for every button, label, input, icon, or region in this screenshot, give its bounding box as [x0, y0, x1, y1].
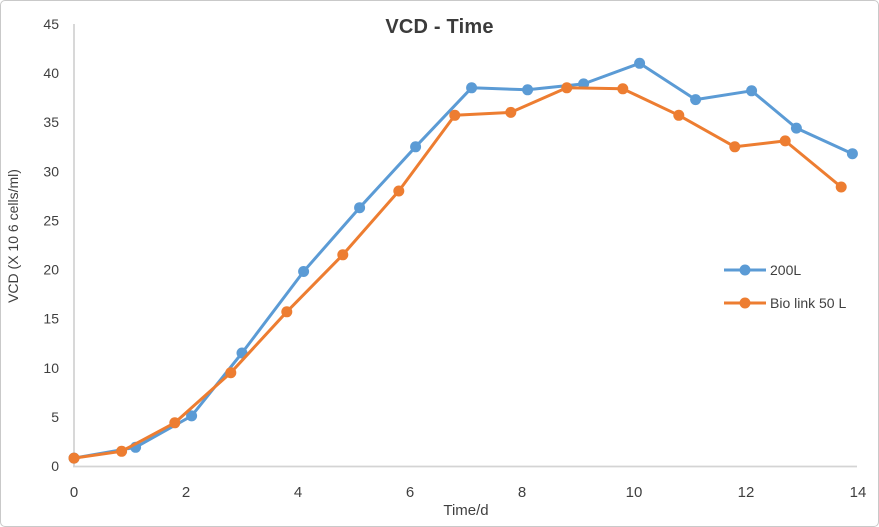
y-tick-label: 10 — [43, 360, 59, 376]
data-point-200l — [634, 57, 646, 69]
chart-title: VCD - Time — [385, 16, 494, 38]
x-axis-title: Time/d — [443, 502, 489, 519]
data-point-200l — [298, 266, 310, 277]
legend-item-200l: 200L — [723, 253, 846, 286]
x-tick-label: 12 — [738, 484, 755, 501]
data-point-bio-link-50-l — [561, 82, 573, 94]
data-point-200l — [186, 410, 198, 422]
x-tick-label: 8 — [518, 484, 526, 501]
y-tick-label: 25 — [43, 212, 59, 228]
data-point-200l — [690, 94, 702, 106]
legend-marker-200l-icon — [724, 264, 766, 275]
data-point-bio-link-50-l — [617, 83, 629, 95]
x-tick-label: 4 — [294, 484, 302, 501]
data-point-bio-link-50-l — [169, 417, 181, 429]
y-tick-label: 45 — [43, 16, 59, 32]
legend-label-bio-link-50l: Bio link 50 L — [770, 294, 847, 311]
data-point-200l — [410, 141, 422, 153]
data-point-bio-link-50-l — [68, 452, 80, 464]
y-tick-label: 15 — [43, 311, 59, 327]
data-point-bio-link-50-l — [729, 141, 741, 153]
data-point-200l — [746, 85, 758, 97]
x-tick-label: 2 — [182, 484, 190, 501]
data-point-bio-link-50-l — [449, 109, 461, 121]
y-tick-label: 5 — [51, 409, 59, 425]
legend-label-200l: 200L — [770, 261, 802, 278]
y-tick-label: 35 — [43, 114, 59, 130]
data-point-bio-link-50-l — [337, 249, 349, 261]
legend: 200L Bio link 50 L — [723, 253, 846, 319]
y-tick-label: 0 — [51, 458, 59, 474]
data-point-bio-link-50-l — [116, 445, 128, 457]
data-point-bio-link-50-l — [835, 181, 847, 193]
data-point-bio-link-50-l — [505, 106, 517, 118]
legend-marker-bio-link-50l-icon — [724, 297, 766, 308]
data-point-bio-link-50-l — [225, 367, 237, 379]
data-point-bio-link-50-l — [779, 135, 791, 147]
data-point-bio-link-50-l — [673, 109, 685, 121]
x-tick-label: 0 — [70, 484, 78, 501]
x-tick-label: 14 — [850, 484, 867, 501]
data-point-200l — [846, 148, 858, 160]
legend-item-bio-link-50l: Bio link 50 L — [723, 286, 846, 319]
data-point-bio-link-50-l — [393, 185, 405, 197]
data-point-200l — [522, 84, 534, 96]
data-point-200l — [790, 122, 802, 134]
data-point-bio-link-50-l — [281, 306, 293, 318]
y-tick-label: 40 — [43, 65, 59, 81]
y-tick-label: 20 — [43, 262, 59, 278]
x-tick-label: 6 — [406, 484, 414, 501]
y-tick-label: 30 — [43, 163, 59, 179]
data-point-200l — [466, 82, 478, 94]
data-point-200l — [354, 202, 366, 214]
x-tick-label: 10 — [626, 484, 643, 501]
